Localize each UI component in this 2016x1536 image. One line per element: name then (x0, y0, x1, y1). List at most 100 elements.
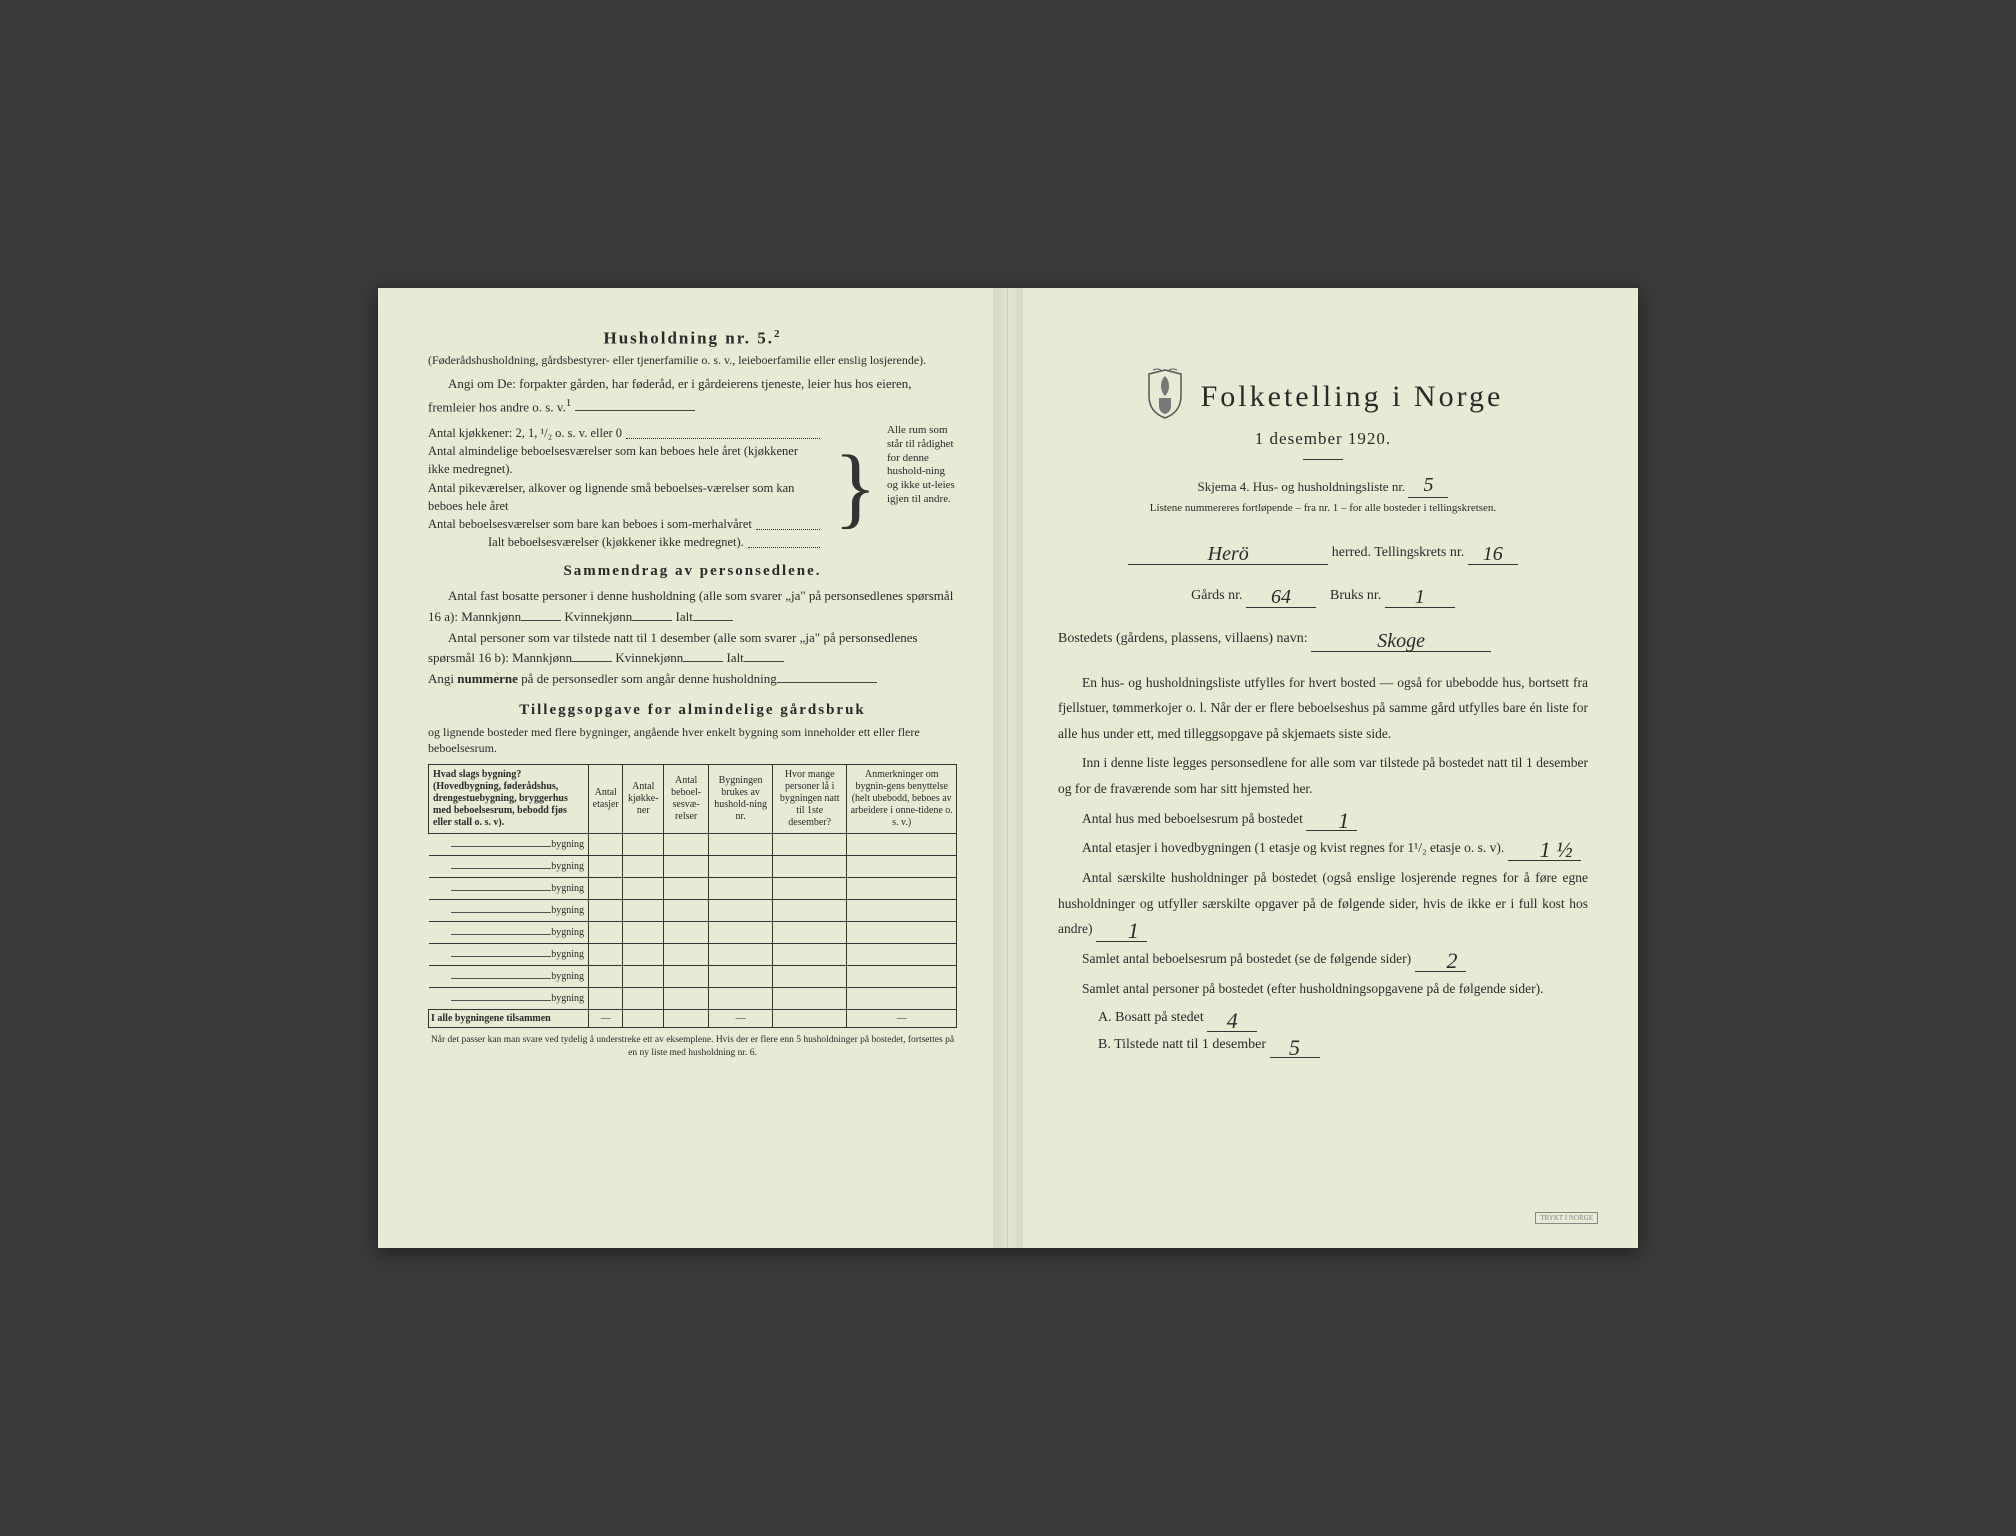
table-row: bygning (429, 922, 957, 944)
bygning-cell: bygning (429, 944, 589, 966)
room-lines: Antal kjøkkener: 2, 1, ¹/₂ o. s. v. elle… (428, 424, 824, 551)
table-cell (589, 966, 623, 988)
table-cell (623, 944, 664, 966)
table-cell (709, 922, 773, 944)
q2-label: Antal etasjer i hovedbygningen (1 etasje… (1082, 840, 1504, 855)
table-cell (589, 988, 623, 1010)
printer-stamp: TRYKT I NORGE (1535, 1212, 1598, 1224)
room-line-2: Antal beboelsesværelser som bare kan beb… (428, 515, 824, 533)
sum-blank-1 (521, 607, 561, 621)
listene-note: Listene nummereres fortløpende – fra nr.… (1058, 502, 1588, 514)
bygning-cell: bygning (429, 878, 589, 900)
table-cell (623, 856, 664, 878)
total-cell-5 (772, 1010, 846, 1028)
sum-blank-3 (693, 607, 733, 621)
table-cell (664, 988, 709, 1010)
th-4: Bygningen brukes av hushold-ning nr. (709, 765, 773, 834)
room-text-1: Antal pikeværelser, alkover og lignende … (428, 479, 816, 515)
q1-line: Antal hus med beboelsesrum på bostedet 1 (1058, 806, 1588, 832)
table-cell (709, 878, 773, 900)
bygning-label: bygning (551, 861, 584, 872)
angi-line: Angi om De: forpakter gården, har føderå… (428, 374, 957, 418)
table-cell (664, 922, 709, 944)
main-title: Folketelling i Norge (1201, 380, 1504, 414)
tillegg-title: Tilleggsopgave for almindelige gårdsbruk (428, 702, 957, 719)
sum-blank-6 (744, 648, 784, 662)
table-cell (589, 878, 623, 900)
table-cell (623, 988, 664, 1010)
skjema-line: Skjema 4. Hus- og husholdningsliste nr. … (1058, 474, 1588, 498)
q4-label: Samlet antal beboelsesrum på bostedet (s… (1082, 951, 1411, 966)
qa-label: A. Bosatt på stedet (1098, 1010, 1204, 1025)
qb-value: 5 (1270, 1038, 1320, 1059)
divider (1303, 459, 1343, 460)
table-cell (847, 966, 957, 988)
total-cell-3 (664, 1010, 709, 1028)
table-row: bygning (429, 856, 957, 878)
farm-table-body: bygning bygning bygning bygning bygning bygni… (429, 834, 957, 1010)
tillegg-sub: og lignende bosteder med flere bygninger… (428, 725, 957, 756)
bosted-value: Skoge (1311, 631, 1491, 652)
total-cell-2 (623, 1010, 664, 1028)
table-cell (772, 856, 846, 878)
farm-table-foot: I alle bygningene tilsammen — — — (429, 1010, 957, 1028)
total-dash-1: — (589, 1010, 623, 1028)
bygning-label: bygning (551, 949, 584, 960)
sum-l3c: på de personsedler som angår denne husho… (518, 671, 777, 686)
table-cell (772, 834, 846, 856)
qa-value: 4 (1207, 1011, 1257, 1032)
bygning-cell: bygning (429, 988, 589, 1010)
coat-of-arms-icon (1143, 368, 1187, 425)
table-cell (623, 878, 664, 900)
farm-table-head: Hvad slags bygning? (Hovedbygning, føder… (429, 765, 957, 834)
th-1: Antal etasjer (589, 765, 623, 834)
table-cell (847, 988, 957, 1010)
sum-l3a: Angi (428, 671, 457, 686)
right-header: Folketelling i Norge 1 desember 1920. Sk… (1058, 368, 1588, 514)
q4-line: Samlet antal beboelsesrum på bostedet (s… (1058, 946, 1588, 972)
table-cell (709, 988, 773, 1010)
room-block: Antal kjøkkener: 2, 1, ¹/₂ o. s. v. elle… (428, 424, 957, 551)
table-cell (664, 834, 709, 856)
bosted-label: Bostedets (gårdens, plassens, villaens) … (1058, 631, 1308, 646)
right-body: En hus- og husholdningsliste utfylles fo… (1058, 670, 1588, 1059)
table-cell (847, 878, 957, 900)
angi-blank (575, 397, 695, 411)
sum-ialt-2: Ialt (726, 650, 743, 665)
table-cell (709, 856, 773, 878)
bygning-label: bygning (551, 905, 584, 916)
hh-sup: 2 (774, 328, 782, 340)
room-text-3: Ialt beboelsesværelser (kjøkkener ikke m… (488, 533, 744, 551)
bygning-label: bygning (551, 927, 584, 938)
herred-label: herred. Tellingskrets nr. (1332, 545, 1465, 560)
footnote: Når det passer kan man svare ved tydelig… (428, 1034, 957, 1059)
krets-nr: 16 (1468, 544, 1518, 565)
total-dash-2: — (709, 1010, 773, 1028)
sum-blank-5 (683, 648, 723, 662)
gards-nr: 64 (1246, 587, 1316, 608)
total-dash-3: — (847, 1010, 957, 1028)
table-cell (847, 944, 957, 966)
skjema-label: Skjema 4. Hus- og husholdningsliste nr. (1198, 479, 1406, 494)
table-cell (709, 966, 773, 988)
th-0: Hvad slags bygning? (Hovedbygning, føder… (429, 765, 589, 834)
bygning-cell: bygning (429, 834, 589, 856)
q2-value: 1 ½ (1508, 840, 1581, 861)
table-row: bygning (429, 834, 957, 856)
table-row: bygning (429, 966, 957, 988)
table-cell (589, 856, 623, 878)
table-row: bygning (429, 878, 957, 900)
angi-sup: 1 (566, 397, 572, 409)
table-cell (847, 900, 957, 922)
table-cell (589, 900, 623, 922)
table-cell (772, 922, 846, 944)
liste-nr: 5 (1408, 474, 1448, 498)
left-page: Husholdning nr. 5.2 (Føderådshusholdning… (378, 288, 1008, 1248)
th-5: Hvor mange personer lå i bygningen natt … (772, 765, 846, 834)
table-cell (709, 834, 773, 856)
room-line-0: Antal almindelige beboelsesværelser som … (428, 442, 824, 478)
q1-label: Antal hus med beboelsesrum på bostedet (1082, 811, 1303, 826)
bygning-label: bygning (551, 971, 584, 982)
bygning-cell: bygning (429, 922, 589, 944)
herred-value: Herö (1128, 544, 1328, 565)
